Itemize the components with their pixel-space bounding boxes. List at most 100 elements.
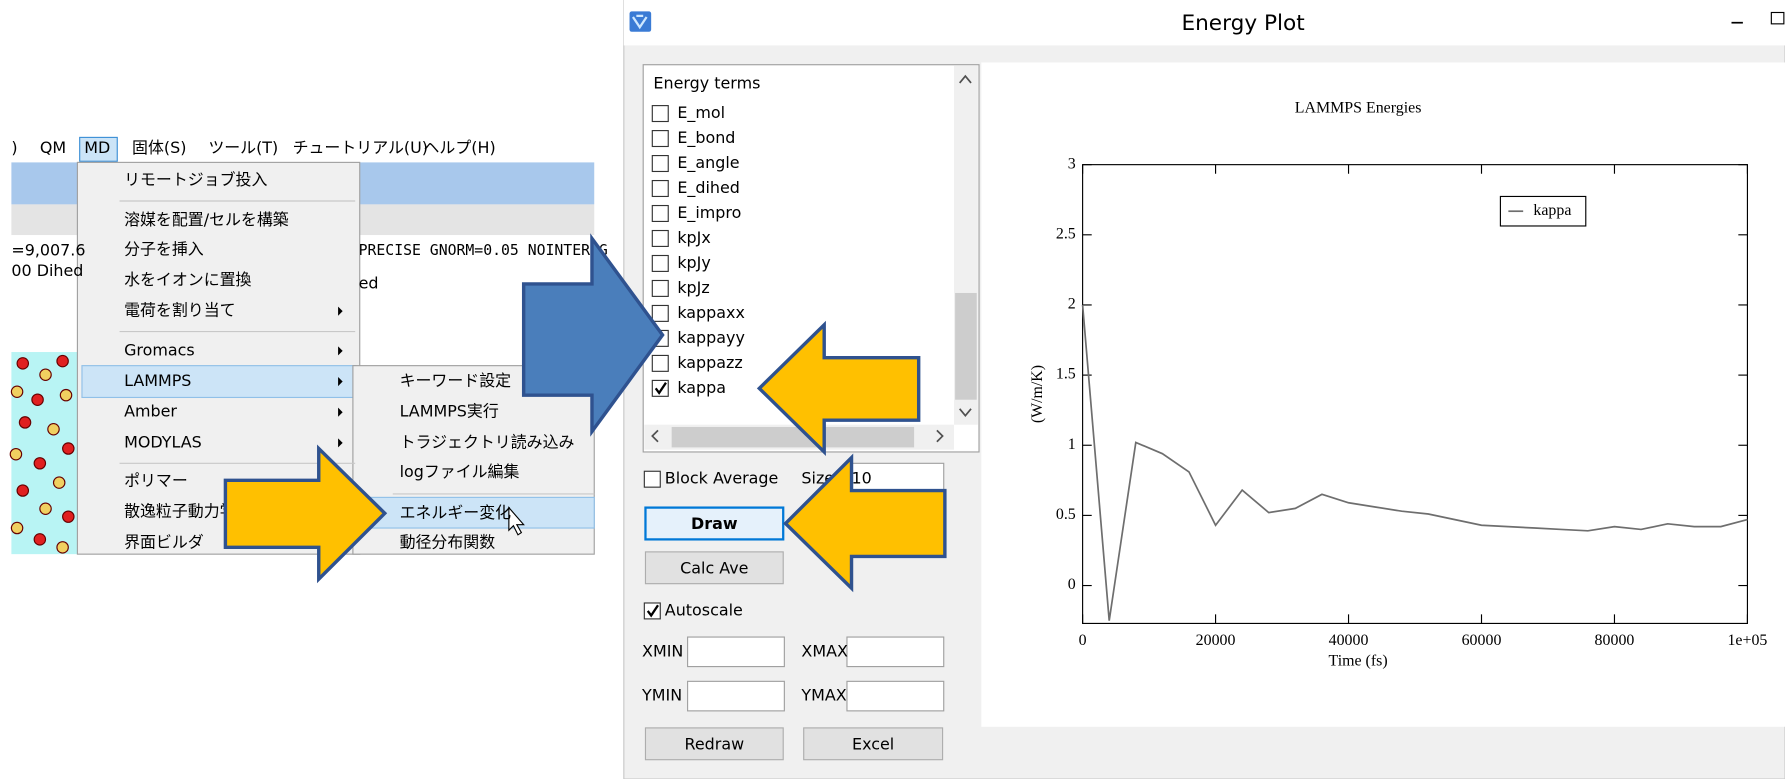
energy-term-label[interactable]: E_mol [677,103,725,123]
energy-term-label[interactable]: E_dihed [677,178,740,198]
energy-checkbox[interactable] [652,206,668,222]
menu-item[interactable]: 散逸粒子動力学 [124,502,236,521]
x-tick-label: 60000 [1462,632,1502,649]
x-tick-label: 20000 [1196,632,1236,649]
autoscale-label[interactable]: Autoscale [665,600,743,619]
energy-term-label[interactable]: kappazz [677,353,742,372]
xmin-label: XMIN [642,641,683,660]
x-axis-label: Time (fs) [1329,653,1388,670]
menu-item[interactable]: 分子を挿入 [124,239,204,258]
calc-ave-button-label[interactable]: Calc Ave [680,558,748,577]
menu-item[interactable]: LAMMPS [124,371,191,390]
energy-checkbox[interactable] [652,106,668,122]
atom [32,394,43,405]
app-icon [630,11,652,31]
energy-term-label[interactable]: kappaxx [677,303,745,322]
energy-term-label[interactable]: kappa [677,378,726,397]
menu-item[interactable]: Gromacs [124,340,195,359]
xmax-input[interactable] [847,637,944,667]
page: { "menubar": [")", "QM", "MD", "固体(S)", … [0,0,1785,779]
x-tick-label: 1e+05 [1727,632,1767,649]
menu-highlight [82,366,355,398]
menubar-item[interactable]: ) [11,138,17,157]
list-header: Energy terms [653,74,760,93]
y-tick-label: 1 [1068,436,1076,453]
energy-checkbox[interactable] [652,131,668,147]
energy-checkbox[interactable] [652,256,668,272]
xmin-input[interactable] [688,637,785,667]
menu-item[interactable]: 界面ビルダ [124,532,204,551]
log-text: 00 Dihed [11,261,83,280]
atom [57,542,68,553]
energy-checkbox[interactable] [652,181,668,197]
ymin-input[interactable] [688,681,785,711]
menu-item[interactable]: ポリマー [124,471,188,490]
plot-area [981,62,1785,726]
energy-term-label[interactable]: E_impro [677,203,741,223]
atom [63,511,74,522]
y-tick-label: 0.5 [1056,506,1076,523]
menu-item[interactable]: MODYLAS [124,432,202,451]
menubar-item[interactable]: チュートリアル(U) [293,138,428,157]
menu-item[interactable]: リモートジョブ投入 [124,170,267,189]
atom [11,522,22,533]
menu-item[interactable]: 電荷を割り当て [124,301,235,320]
log-text: =9,007.6 [11,240,85,259]
log-text: ed [359,273,379,292]
y-axis-label: (W/m/K) [1029,365,1046,423]
energy-term-label[interactable]: kpJy [677,253,710,272]
window-title: Energy Plot [1181,11,1304,36]
submenu-item[interactable]: LAMMPS実行 [400,402,499,421]
block-average-checkbox[interactable] [644,471,660,487]
legend-label: kappa [1533,202,1571,219]
h-scroll-thumb[interactable] [672,427,914,447]
atom [57,355,68,366]
menu-item[interactable]: 溶媒を配置/セルを構築 [124,210,289,229]
y-tick-label: 2.5 [1056,225,1076,242]
atom [17,485,28,496]
screenshot: Energy Plot Energy terms ) QM MD 固体(S) ツール(T… [0,0,1785,779]
draw-button-label[interactable]: Draw [691,514,738,533]
ymax-label: YMAX [800,686,846,705]
atom [10,449,21,460]
menu-item[interactable]: Amber [124,402,177,421]
atom [40,503,51,514]
submenu-item[interactable]: エネルギー変化 [400,503,512,522]
y-tick-label: 1.5 [1056,366,1076,383]
excel-button-label[interactable]: Excel [852,734,894,753]
energy-term-label[interactable]: E_bond [677,128,735,148]
atom [40,369,51,380]
atom [34,534,45,545]
x-tick-label: 80000 [1595,632,1635,649]
energy-checkbox[interactable] [652,305,668,321]
energy-term-label[interactable]: kpJx [677,228,710,247]
y-tick-label: 0 [1068,576,1076,593]
menubar-item[interactable]: QM [40,138,66,157]
chart-title: LAMMPS Energies [1295,100,1422,117]
energy-checkbox[interactable] [652,355,668,371]
energy-checkbox[interactable] [652,231,668,247]
scroll-thumb[interactable] [955,293,977,400]
menubar-item[interactable]: MD [84,138,110,157]
submenu-item[interactable]: logファイル編集 [400,462,520,481]
menubar-item[interactable]: ヘルプ(H) [423,138,495,157]
energy-term-label[interactable]: E_angle [677,153,739,173]
atom [34,458,45,469]
energy-checkbox[interactable] [652,156,668,172]
atom [11,386,22,397]
submenu-item[interactable]: キーワード設定 [400,371,512,390]
ymax-input[interactable] [847,681,944,711]
block-average-label[interactable]: Block Average [665,469,779,488]
log-text: PRECISE GNORM=0.05 NOINTER G [359,242,608,259]
redraw-button-label[interactable]: Redraw [685,734,745,753]
menubar-item[interactable]: ツール(T) [208,138,278,157]
submenu-item[interactable]: トラジェクトリ読み込み [400,432,575,451]
menubar-item[interactable]: 固体(S) [132,138,186,157]
energy-term-label[interactable]: kpJz [677,278,709,297]
menu-item[interactable]: 水をイオンに置換 [124,270,252,289]
submenu-item[interactable]: 動径分布関数 [400,532,496,551]
size-value[interactable]: 10 [852,469,872,488]
energy-checkbox[interactable] [652,280,668,296]
energy-term-label[interactable]: kappayy [677,328,745,347]
atom [48,424,59,435]
